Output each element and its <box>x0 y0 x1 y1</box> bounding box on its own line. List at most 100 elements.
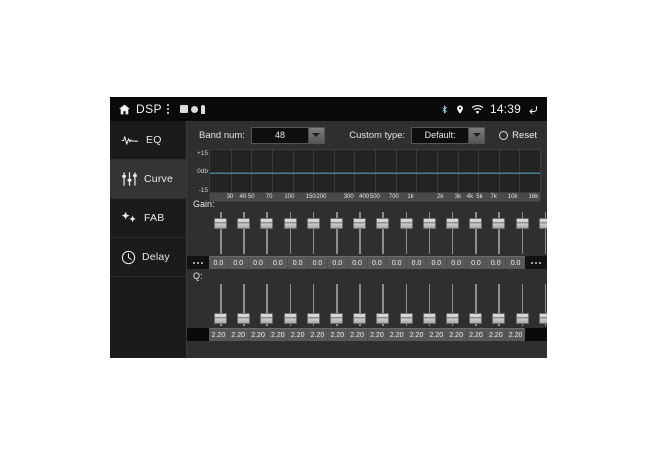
slider[interactable] <box>280 282 301 328</box>
q-row-left-pad <box>187 328 209 341</box>
slider[interactable] <box>442 282 463 328</box>
slider[interactable] <box>210 282 231 328</box>
slider-thumb[interactable] <box>445 312 459 324</box>
slider-thumb[interactable] <box>492 312 506 324</box>
sidebar-item-fab[interactable]: FAB <box>110 199 186 238</box>
chart-x-tick: 70 <box>265 194 273 200</box>
slider-thumb[interactable] <box>306 218 320 230</box>
sidebar-item-curve[interactable]: Curve <box>110 160 186 199</box>
sidebar-item-delay[interactable]: Delay <box>110 238 186 277</box>
reset-radio[interactable] <box>499 130 509 140</box>
slider[interactable] <box>303 210 324 256</box>
slider[interactable] <box>465 210 486 256</box>
slider-track <box>544 284 547 326</box>
slider-thumb[interactable] <box>422 218 436 230</box>
slider[interactable] <box>512 210 533 256</box>
slider[interactable] <box>396 282 417 328</box>
slider[interactable] <box>396 210 417 256</box>
slider[interactable] <box>512 282 533 328</box>
slider[interactable] <box>280 210 301 256</box>
slider-track <box>359 284 361 326</box>
custom-type-value: Default: <box>424 130 456 140</box>
slider[interactable] <box>419 210 440 256</box>
slider[interactable] <box>349 210 370 256</box>
sliders-icon <box>121 172 138 186</box>
slider-value: 0.0 <box>328 257 348 269</box>
slider-thumb[interactable] <box>515 218 529 230</box>
slider-thumb[interactable] <box>283 218 297 230</box>
slider[interactable] <box>488 282 509 328</box>
slider[interactable] <box>326 282 347 328</box>
slider[interactable] <box>233 282 254 328</box>
chart-x-tick: 10k <box>507 194 518 200</box>
q-slider-band[interactable] <box>187 282 547 328</box>
slider[interactable] <box>535 282 547 328</box>
more-vertical-icon[interactable] <box>166 104 169 114</box>
slider-track <box>312 212 315 254</box>
content-panel: Band num: 48 Custom type: Default: Reset <box>187 121 547 358</box>
slider[interactable] <box>372 210 393 256</box>
slider-thumb[interactable] <box>260 218 274 230</box>
slider[interactable] <box>465 282 486 328</box>
slider[interactable] <box>326 210 347 256</box>
slider-thumb[interactable] <box>538 218 547 230</box>
chart-x-tick: 500 <box>369 194 380 200</box>
slider-thumb[interactable] <box>260 312 274 324</box>
slider[interactable] <box>349 282 370 328</box>
y-tick-max: +15 <box>196 150 208 157</box>
slider-thumb[interactable] <box>214 312 228 324</box>
slider[interactable] <box>303 282 324 328</box>
slider-thumb[interactable] <box>353 218 367 230</box>
slider-thumb[interactable] <box>376 218 390 230</box>
slider-value: 0.0 <box>308 257 328 269</box>
slider[interactable] <box>210 210 231 256</box>
slider[interactable] <box>256 282 277 328</box>
slider[interactable] <box>256 210 277 256</box>
more-horizontal-icon-left-gain[interactable] <box>187 256 209 269</box>
slider-value: 2.20 <box>288 329 309 341</box>
more-horizontal-icon-right-gain[interactable] <box>525 256 547 269</box>
slider[interactable] <box>488 210 509 256</box>
slider-value: 2.20 <box>508 331 523 339</box>
gain-slider-band[interactable] <box>187 210 547 256</box>
slider[interactable] <box>419 282 440 328</box>
slider-thumb[interactable] <box>330 312 344 324</box>
q-row-right-pad <box>525 328 547 341</box>
home-icon[interactable] <box>118 103 131 116</box>
sidebar-item-eq[interactable]: EQ <box>110 121 186 160</box>
slider-thumb[interactable] <box>469 312 483 324</box>
y-tick-min: -15 <box>198 187 208 194</box>
slider-thumb[interactable] <box>237 218 251 230</box>
back-arrow-icon[interactable] <box>527 103 539 115</box>
slider[interactable] <box>372 282 393 328</box>
slider-thumb[interactable] <box>214 218 228 230</box>
chevron-down-icon <box>468 127 485 143</box>
slider-thumb[interactable] <box>399 312 413 324</box>
slider[interactable] <box>442 210 463 256</box>
slider-value: 2.20 <box>447 329 467 341</box>
slider-thumb[interactable] <box>283 312 297 324</box>
slider-track <box>544 212 547 254</box>
slider-thumb[interactable] <box>422 312 436 324</box>
slider-thumb[interactable] <box>353 312 367 324</box>
slider-thumb[interactable] <box>515 312 529 324</box>
slider-thumb[interactable] <box>538 312 547 324</box>
chart-plot-area[interactable] <box>209 149 541 197</box>
custom-type-dropdown[interactable]: Default: <box>411 126 486 144</box>
slider-thumb[interactable] <box>237 312 251 324</box>
slider-thumb[interactable] <box>306 312 320 324</box>
band-num-dropdown[interactable]: 48 <box>250 126 325 144</box>
reset-control[interactable]: Reset <box>499 130 537 141</box>
slider-thumb[interactable] <box>399 218 413 230</box>
slider-thumb[interactable] <box>330 218 344 230</box>
slider[interactable] <box>233 210 254 256</box>
slider-thumb[interactable] <box>376 312 390 324</box>
slider-track <box>405 284 408 326</box>
slider-thumb[interactable] <box>445 218 459 230</box>
reset-label: Reset <box>512 129 537 141</box>
chart-zero-line <box>210 173 540 174</box>
slider[interactable] <box>535 210 547 256</box>
slider-thumb[interactable] <box>492 218 506 230</box>
sidebar-item-label-eq: EQ <box>146 134 162 146</box>
slider-thumb[interactable] <box>469 218 483 230</box>
